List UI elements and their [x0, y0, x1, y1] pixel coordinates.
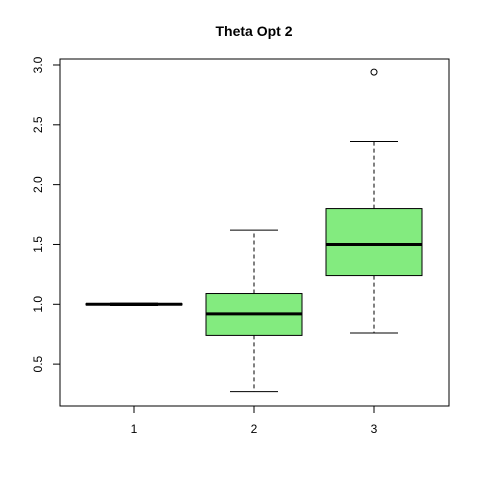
y-tick-label: 0.5	[31, 355, 45, 372]
y-tick-label: 3.0	[31, 56, 45, 73]
x-tick-label: 3	[371, 422, 378, 436]
x-axis: 1 2 3	[131, 405, 378, 436]
box-3	[325, 68, 423, 334]
iqr-box	[325, 208, 423, 277]
chart-title: Theta Opt 2	[215, 23, 292, 39]
y-tick-label: 1.5	[31, 236, 45, 253]
y-tick-label: 1.0	[31, 296, 45, 313]
y-axis: 0.5 1.0 1.5 2.0 2.5 3.0	[31, 56, 61, 372]
box-1	[85, 302, 183, 306]
box-2	[205, 229, 303, 393]
outlier-point	[370, 68, 378, 76]
box-group	[85, 68, 423, 393]
x-tick-label: 1	[131, 422, 138, 436]
y-tick-label: 2.0	[31, 176, 45, 193]
y-tick-label: 2.5	[31, 116, 45, 133]
x-tick-label: 2	[251, 422, 258, 436]
